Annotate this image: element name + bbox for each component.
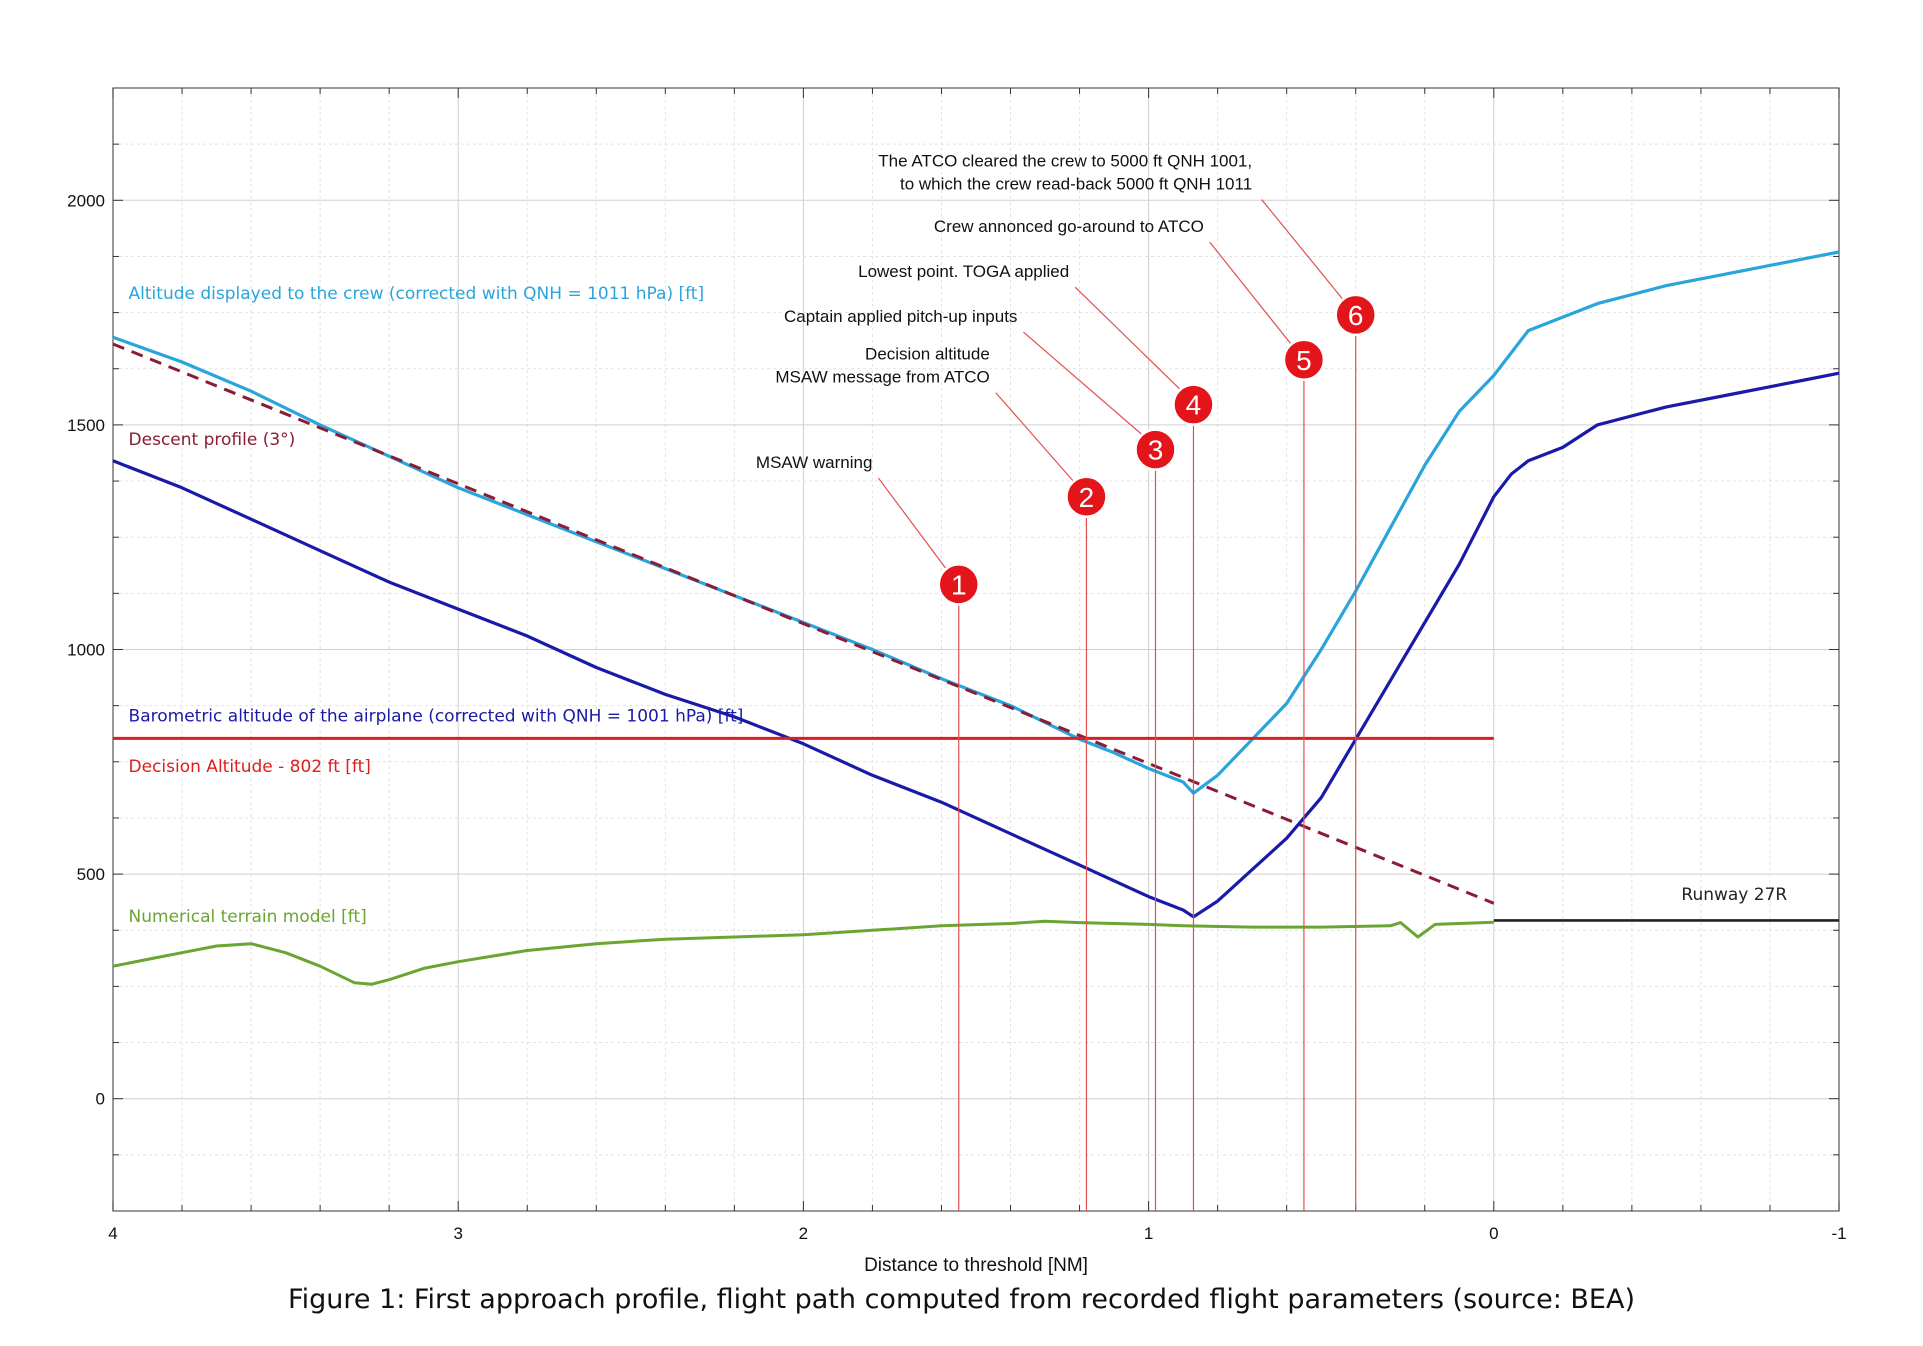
series-labels: Altitude displayed to the crew (correcte… [129,284,1788,927]
event-1-number: 1 [951,569,967,600]
event-5-number: 5 [1296,345,1312,376]
event-3-label: Captain applied pitch-up inputs [784,307,1017,326]
runway-label: Runway 27R [1681,885,1787,905]
event-2-number: 2 [1079,482,1095,513]
event-1-marker [937,563,980,606]
barometric-altitude-label: Barometric altitude of the airplane (cor… [129,706,744,726]
event-lines [877,199,1357,1211]
y-tick-label: 0 [96,1090,105,1109]
x-tick-label: 1 [1144,1224,1153,1243]
event-4-leader-line [1074,286,1184,394]
event-6-leader-line [1261,199,1347,304]
x-axis-label: Distance to threshold [NM] [864,1255,1088,1276]
crew-altitude-line [112,250,1840,795]
event-6-label: The ATCO cleared the crew to 5000 ft QNH… [878,152,1252,171]
decision-altitude-label: Decision Altitude - 802 ft [ft] [129,757,371,777]
x-tick-label: -1 [1831,1224,1846,1243]
event-1-leader-line [877,477,950,573]
event-5-marker [1282,338,1326,382]
terrain-model-line [112,919,1494,986]
event-4-number: 4 [1186,390,1202,421]
event-markers: 1 MSAW warning 2 Decision altitude MSAW mess… [756,152,1377,606]
event-3-leader-line [1023,331,1146,439]
event-4-label: Lowest point. TOGA applied [858,262,1069,281]
chart-grid [113,88,1839,1211]
event-1-label: MSAW warning [756,453,873,472]
event-4-marker [1172,383,1215,426]
barometric-altitude-line [112,371,1840,919]
x-tick-label: 4 [108,1224,117,1243]
y-tick-label: 1500 [67,416,105,435]
event-2-leader-line [995,392,1077,486]
event-2-marker [1065,475,1108,519]
crew-altitude-label: Altitude displayed to the crew (correcte… [129,284,705,304]
event-6-number: 6 [1348,300,1364,331]
event-6-label: to which the crew read-back 5000 ft QNH … [900,175,1252,194]
terrain-model-label: Numerical terrain model [ft] [129,907,367,927]
x-tick-label: 0 [1489,1224,1498,1243]
x-tick-label: 2 [799,1224,808,1243]
y-tick-label: 1000 [67,641,105,660]
y-tick-label: 500 [77,865,105,884]
event-3-marker [1134,428,1177,471]
x-tick-label: 3 [453,1224,462,1243]
event-2-label: Decision altitude [865,345,990,364]
event-5-label: Crew annonced go-around to ATCO [934,217,1204,236]
descent-profile-label: Descent profile (3°) [129,430,296,450]
descent-profile-line [112,342,1495,905]
figure-caption: Figure 1: First approach profile, flight… [288,1284,1635,1315]
event-5-leader-line [1209,241,1295,349]
event-6-marker [1334,293,1377,337]
y-tick-label: 2000 [67,191,105,210]
event-3-number: 3 [1148,435,1164,466]
event-2-label: MSAW message from ATCO [775,368,989,387]
